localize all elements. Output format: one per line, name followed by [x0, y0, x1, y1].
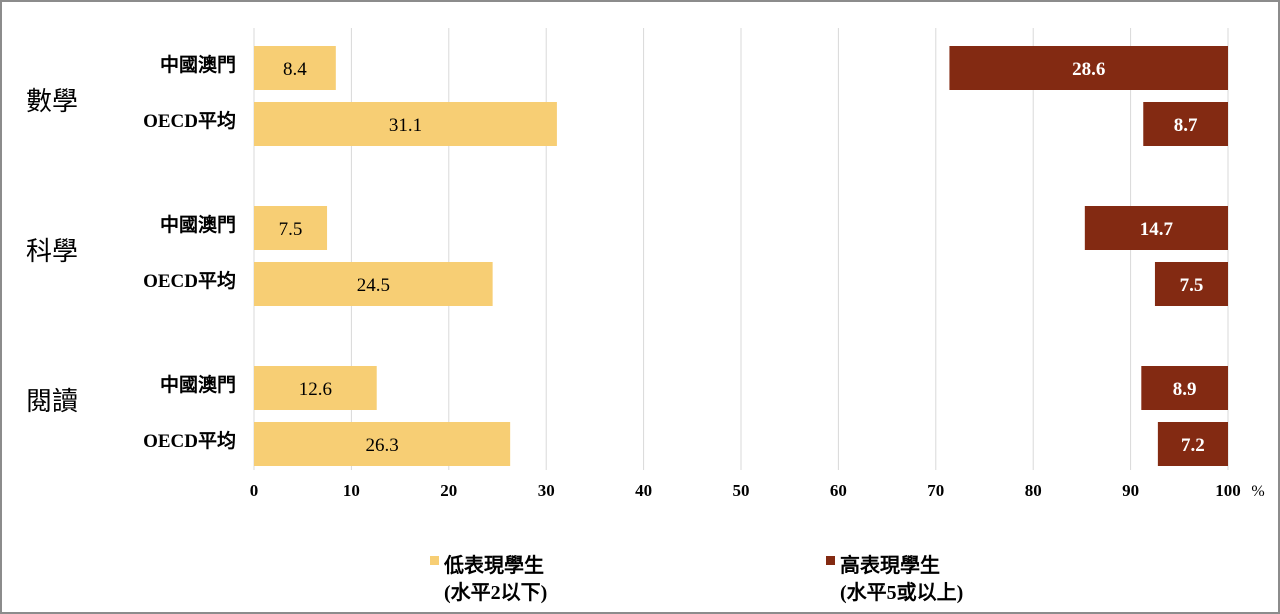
- x-tick-label: 40: [635, 481, 652, 500]
- legend-label: (水平2以下): [444, 581, 547, 604]
- bar-value-label: 12.6: [299, 379, 332, 400]
- x-tick-label: 20: [440, 481, 457, 500]
- high-performer-bar: [949, 46, 1228, 90]
- high-performer-bar: [1143, 102, 1228, 146]
- bar-value-label: 7.5: [279, 219, 303, 240]
- legend-swatch: [826, 556, 835, 565]
- bar-value-label: 8.7: [1174, 115, 1198, 136]
- x-tick-label: 90: [1122, 481, 1139, 500]
- legend-label: (水平5或以上): [840, 580, 963, 604]
- row-label: 中國澳門: [160, 213, 236, 236]
- low-performer-bar: [254, 366, 377, 410]
- bar-value-label: 8.4: [283, 59, 307, 80]
- high-performer-bar: [1154, 262, 1228, 306]
- x-tick-label: 0: [250, 481, 259, 500]
- high-performer-bar: [1084, 206, 1228, 250]
- bar-value-label: 14.7: [1140, 219, 1174, 240]
- bar-value-label: 24.5: [357, 275, 390, 296]
- group-label: 數學: [26, 87, 78, 116]
- bar-value-label: 8.9: [1173, 379, 1197, 400]
- group-label: 閱讀: [26, 387, 78, 416]
- x-tick-label: 50: [733, 481, 750, 500]
- x-tick-label: 30: [538, 481, 555, 500]
- bar-value-label: 31.1: [389, 115, 422, 136]
- row-label: OECD平均: [143, 109, 236, 132]
- low-performer-bar: [254, 262, 493, 306]
- row-label: 中國澳門: [160, 373, 236, 396]
- legend-label: 低表現學生: [443, 553, 544, 577]
- x-tick-label: 70: [927, 481, 944, 500]
- x-unit-label: %: [1251, 483, 1264, 500]
- x-tick-label: 80: [1025, 481, 1042, 500]
- bar-value-label: 7.2: [1181, 435, 1205, 456]
- high-performer-bar: [1141, 366, 1228, 410]
- bar-value-label: 26.3: [365, 435, 398, 456]
- x-tick-label: 10: [343, 481, 360, 500]
- legend-label: 高表現學生: [840, 553, 940, 577]
- x-tick-label: 60: [830, 481, 847, 500]
- low-performer-bar: [254, 206, 328, 250]
- high-performer-bar: [1157, 422, 1228, 466]
- bar-value-label: 7.5: [1180, 275, 1204, 296]
- row-label: OECD平均: [143, 269, 236, 292]
- legend-swatch: [430, 556, 439, 565]
- x-tick-label: 100: [1215, 481, 1241, 500]
- bar-value-label: 28.6: [1072, 59, 1105, 80]
- row-label: 中國澳門: [160, 53, 236, 76]
- row-label: OECD平均: [143, 429, 236, 452]
- low-performer-bar: [254, 422, 511, 466]
- low-performer-bar: [254, 46, 336, 90]
- low-performer-bar: [254, 102, 557, 146]
- group-label: 科學: [26, 237, 78, 266]
